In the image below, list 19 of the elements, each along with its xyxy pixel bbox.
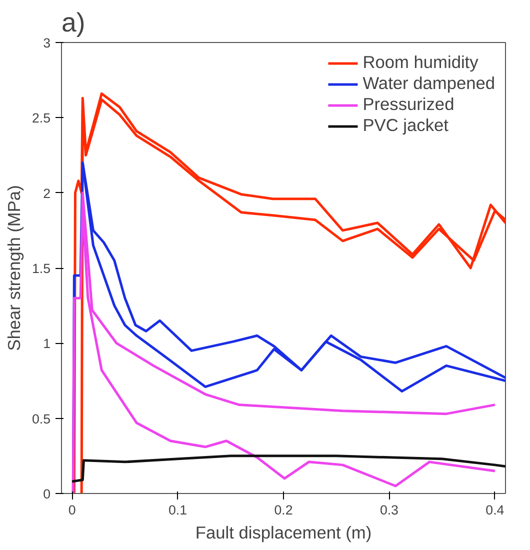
y-tick-label: 0.5	[32, 411, 51, 426]
chart-title: a)	[62, 8, 86, 38]
y-tick-label: 1.5	[32, 261, 51, 276]
x-tick-label: 0.3	[380, 502, 398, 518]
legend-label: PVC jacket	[362, 115, 448, 136]
y-tick-label: 3	[43, 36, 51, 50]
legend-label: Room humidity	[362, 52, 478, 73]
x-axis-title: Fault displacement (m)	[195, 522, 372, 542]
x-tick-label: 0.1	[168, 502, 188, 518]
y-tick-label: 1	[43, 336, 51, 352]
y-tick-label: 2	[43, 186, 51, 201]
x-tick-label: 0	[68, 502, 76, 518]
y-tick-label: 2.5	[32, 110, 51, 126]
legend-label: Water dampened	[362, 73, 495, 94]
legend-label: Pressurized	[362, 94, 454, 115]
x-tick-label: 0.2	[274, 502, 293, 518]
x-tick-label: 0.4	[486, 502, 505, 518]
y-axis-title: Shear strength (MPa)	[4, 185, 24, 351]
y-tick-label: 0	[43, 486, 51, 502]
